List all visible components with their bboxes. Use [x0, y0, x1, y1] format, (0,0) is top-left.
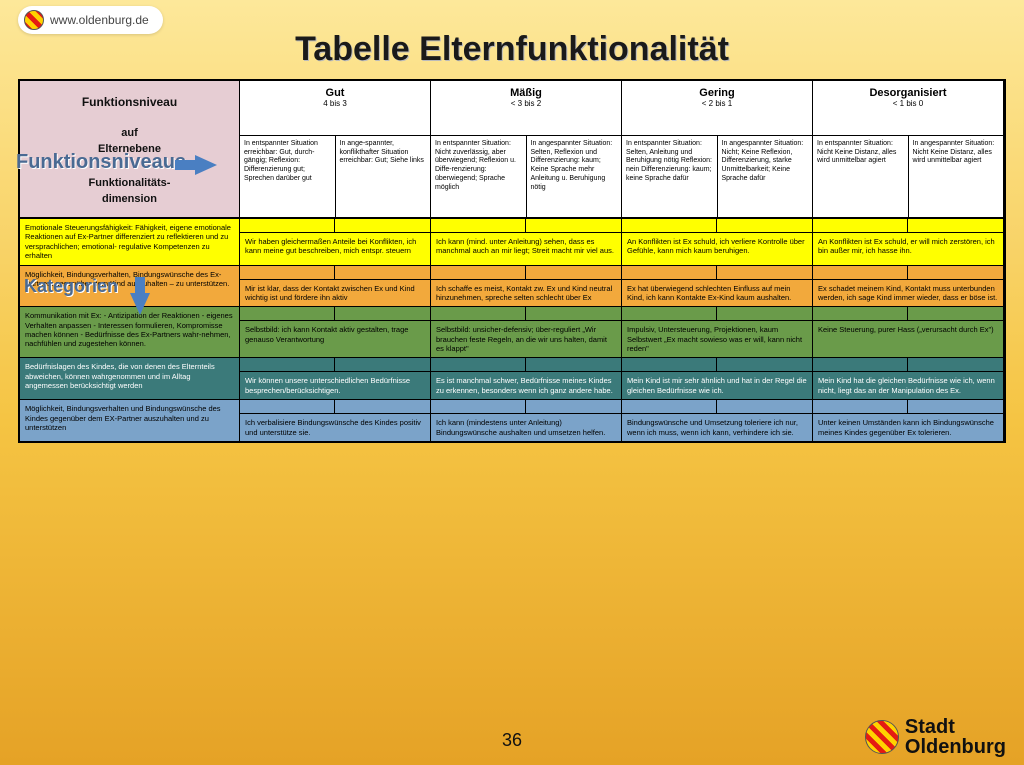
cell-body: Ich kann (mindestens unter Anleitung) Bi…	[431, 414, 621, 441]
corner-l1: Funktionsniveau	[26, 95, 233, 109]
cell-body: Ex hat überwiegend schlechten Einfluss a…	[622, 280, 812, 307]
overlay-funktionsniveaus: Funktionsniveaus	[16, 151, 186, 174]
cell-pair: Ich schaffe es meist, Kontakt zw. Ex und…	[431, 266, 622, 307]
cell-body: An Konflikten ist Ex schuld, ich verlier…	[622, 233, 812, 265]
cell-body: Ich schaffe es meist, Kontakt zw. Ex und…	[431, 280, 621, 307]
cell-pair: An Konflikten ist Ex schuld, ich verlier…	[622, 219, 813, 265]
table-row: Bedürfnislagen des Kindes, die von denen…	[20, 357, 1004, 399]
cell-body: Selbstbild: unsicher-defensiv; über-regu…	[431, 321, 621, 357]
subhead: In entspannter Situation: Nicht Keine Di…	[813, 136, 909, 217]
corner-l5: dimension	[26, 193, 233, 205]
cell-body: Ex schadet meinem Kind, Kontakt muss unt…	[813, 280, 1003, 307]
cell-pair: Ich kann (mind. unter Anleitung) sehen, …	[431, 219, 622, 265]
cell-pair: Ich kann (mindestens unter Anleitung) Bi…	[431, 400, 622, 441]
footer-logo: Stadt Oldenburg	[865, 717, 1006, 757]
subhead: In ange-spannter, konflikthafter Situati…	[336, 136, 432, 217]
cell-body: Ich kann (mind. unter Anleitung) sehen, …	[431, 233, 621, 265]
level-head-maessig: Mäßig < 3 bis 2	[431, 81, 622, 136]
table-row: Möglichkeit, Bindungsverhalten und Bindu…	[20, 399, 1004, 441]
cell-body: Ich verbalisiere Bindungswünsche des Kin…	[240, 414, 430, 441]
subhead: In angespannter Situation: Nicht; Keine …	[718, 136, 814, 217]
corner-l2: auf	[26, 127, 233, 139]
level-head-desorganisiert: Desorganisiert < 1 bis 0	[813, 81, 1004, 136]
corner-cell: Funktionsniveau auf Elternebene Funktion…	[20, 81, 240, 217]
cell-body: Mir ist klar, dass der Kontakt zwischen …	[240, 280, 430, 307]
dimension-cell: Emotionale Steuerungsfähigkeit: Fähigkei…	[20, 219, 240, 265]
subhead: In entspannter Situation erreichbar: Gut…	[240, 136, 336, 217]
url-badge: www.oldenburg.de	[18, 6, 163, 34]
logo-small-icon	[24, 10, 44, 30]
arrow-down-icon	[130, 293, 150, 315]
cell-body: Impulsiv, Untersteuerung, Projektionen, …	[622, 321, 812, 357]
cell-pair: Mein Kind hat die gleichen Bedürfnisse w…	[813, 358, 1004, 399]
cell-body: An Konflikten ist Ex schuld, er will mic…	[813, 233, 1003, 265]
cell-pair: Ex schadet meinem Kind, Kontakt muss unt…	[813, 266, 1004, 307]
logo-large-icon	[865, 720, 899, 754]
cell-pair: Wir können unsere unterschiedlichen Bedü…	[240, 358, 431, 399]
cell-pair: Es ist manchmal schwer, Bedürfnisse mein…	[431, 358, 622, 399]
cell-body: Bindungswünsche und Umsetzung toleriere …	[622, 414, 812, 441]
cell-pair: Wir haben gleichermaßen Anteile bei Konf…	[240, 219, 431, 265]
cell-body: Unter keinen Umständen kann ich Bindungs…	[813, 414, 1003, 441]
table-row: Kommunikation mit Ex: - Antizipation der…	[20, 306, 1004, 357]
cell-pair: Mein Kind ist mir sehr ähnlich und hat i…	[622, 358, 813, 399]
dimension-cell: Bedürfnislagen des Kindes, die von denen…	[20, 358, 240, 399]
cell-body: Es ist manchmal schwer, Bedürfnisse mein…	[431, 372, 621, 399]
cell-pair: Mir ist klar, dass der Kontakt zwischen …	[240, 266, 431, 307]
cell-body: Selbstbild: ich kann Kontakt aktiv gesta…	[240, 321, 430, 357]
main-table: Funktionsniveau auf Elternebene Funktion…	[18, 79, 1006, 443]
table-header: Funktionsniveau auf Elternebene Funktion…	[20, 81, 1004, 218]
cell-pair: Ex hat überwiegend schlechten Einfluss a…	[622, 266, 813, 307]
cell-body: Mein Kind ist mir sehr ähnlich und hat i…	[622, 372, 812, 399]
table-row: Möglichkeit, Bindungsverhalten, Bindungs…	[20, 265, 1004, 307]
cell-body: Keine Steuerung, purer Hass („verursacht…	[813, 321, 1003, 357]
cell-pair: Ich verbalisiere Bindungswünsche des Kin…	[240, 400, 431, 441]
cell-body: Wir haben gleichermaßen Anteile bei Konf…	[240, 233, 430, 265]
level-head-gut: Gut 4 bis 3	[240, 81, 431, 136]
url-text: www.oldenburg.de	[50, 13, 149, 27]
cell-pair: Keine Steuerung, purer Hass („verursacht…	[813, 307, 1004, 357]
cell-pair: Bindungswünsche und Umsetzung toleriere …	[622, 400, 813, 441]
rows-container: Emotionale Steuerungsfähigkeit: Fähigkei…	[20, 218, 1004, 441]
cell-pair: Impulsiv, Untersteuerung, Projektionen, …	[622, 307, 813, 357]
subhead: In entspannter Situation: Nicht zuverläs…	[431, 136, 527, 217]
cell-pair: Selbstbild: ich kann Kontakt aktiv gesta…	[240, 307, 431, 357]
footer-brand-text: Stadt Oldenburg	[905, 717, 1006, 757]
corner-l4: Funktionalitäts-	[26, 177, 233, 189]
dimension-cell: Möglichkeit, Bindungsverhalten und Bindu…	[20, 400, 240, 441]
cell-pair: Selbstbild: unsicher-defensiv; über-regu…	[431, 307, 622, 357]
overlay-kategorien: Kategorien	[24, 276, 118, 297]
subhead: In entspannter Situation: Selten, Anleit…	[622, 136, 718, 217]
cell-pair: Unter keinen Umständen kann ich Bindungs…	[813, 400, 1004, 441]
cell-pair: An Konflikten ist Ex schuld, er will mic…	[813, 219, 1004, 265]
cell-body: Mein Kind hat die gleichen Bedürfnisse w…	[813, 372, 1003, 399]
arrow-right-icon	[195, 155, 217, 175]
subhead: In angespannter Situation: Nicht Keine D…	[909, 136, 1005, 217]
level-head-gering: Gering < 2 bis 1	[622, 81, 813, 136]
subhead: In angespannter Situation: Selten, Refle…	[527, 136, 623, 217]
table-row: Emotionale Steuerungsfähigkeit: Fähigkei…	[20, 218, 1004, 265]
cell-body: Wir können unsere unterschiedlichen Bedü…	[240, 372, 430, 399]
